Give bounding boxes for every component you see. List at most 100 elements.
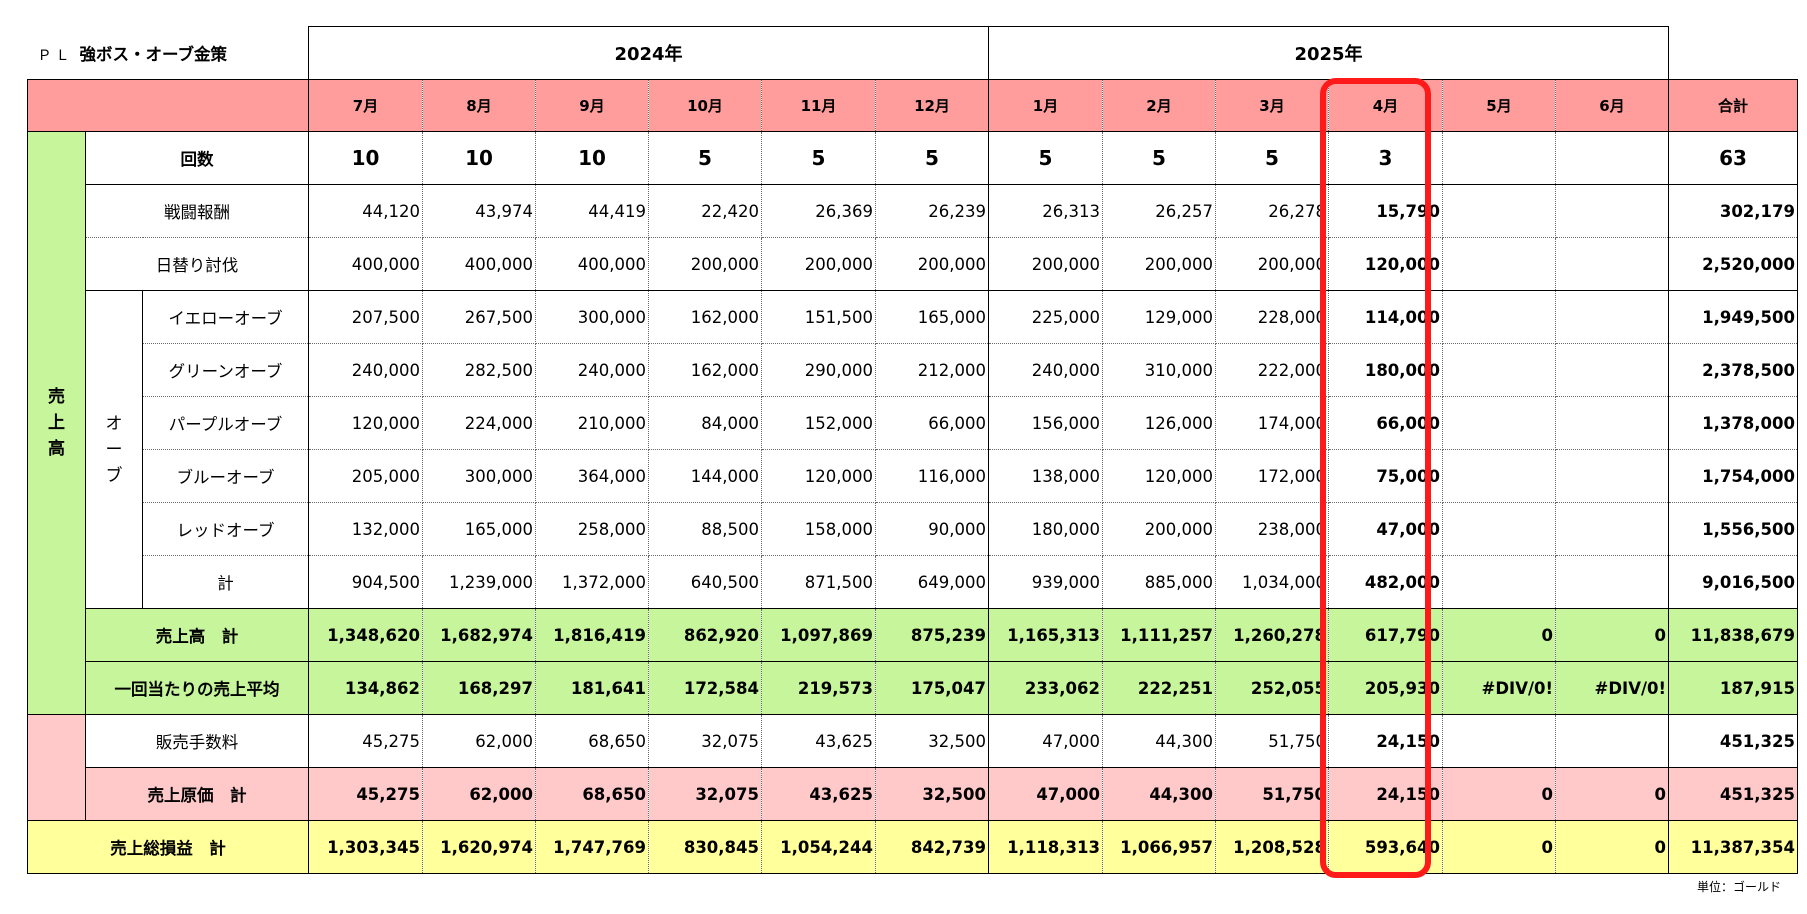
avg-total: 187,915 (1668, 661, 1798, 715)
battle-value: 26,313 (988, 184, 1103, 238)
month-header: 7月 (308, 79, 423, 132)
fee-value (1555, 714, 1669, 768)
month-header: 10月 (648, 79, 762, 132)
month-header: 1月 (988, 79, 1103, 132)
count-value: 10 (422, 131, 536, 185)
avg-value: 134,862 (308, 661, 423, 715)
table-title: ＰＬ 強ボス・オーブ金策 (28, 27, 309, 80)
year-2025: 2025年 (988, 26, 1669, 80)
gross-value: 593,640 (1328, 820, 1443, 874)
fee-value: 43,625 (761, 714, 876, 768)
count-value (1442, 131, 1556, 185)
orb_total-value: 640,500 (648, 555, 762, 609)
avg-value: 168,297 (422, 661, 536, 715)
blue-value: 364,000 (535, 449, 649, 503)
battle-value (1442, 184, 1556, 238)
green-value (1555, 343, 1669, 397)
purple-value: 156,000 (988, 396, 1103, 450)
green-value: 222,000 (1215, 343, 1329, 397)
green-value: 240,000 (535, 343, 649, 397)
cogs-value: 45,275 (308, 767, 423, 821)
yellow-value: 114,000 (1328, 290, 1443, 344)
daily-value: 200,000 (648, 237, 762, 291)
row-label-green: グリーンオーブ (142, 343, 309, 397)
sales_total-value: 1,348,620 (308, 608, 423, 662)
year-2024: 2024年 (308, 26, 989, 80)
cogs-value: 32,500 (875, 767, 989, 821)
group-char: ー (105, 439, 123, 460)
yellow-value: 151,500 (761, 290, 876, 344)
purple-value: 210,000 (535, 396, 649, 450)
purple-total: 1,378,000 (1668, 396, 1798, 450)
sales_total-value: 1,165,313 (988, 608, 1103, 662)
yellow-value: 267,500 (422, 290, 536, 344)
blue-value (1555, 449, 1669, 503)
gross-value: 830,845 (648, 820, 762, 874)
group-char: ブ (105, 465, 123, 486)
green-value: 162,000 (648, 343, 762, 397)
gross-value: 1,054,244 (761, 820, 876, 874)
orb_total-value: 904,500 (308, 555, 423, 609)
blue-total: 1,754,000 (1668, 449, 1798, 503)
blue-value: 120,000 (1102, 449, 1216, 503)
green-value (1442, 343, 1556, 397)
green-value: 290,000 (761, 343, 876, 397)
orb_total-value (1555, 555, 1669, 609)
daily-value: 400,000 (308, 237, 423, 291)
cogs-value: 62,000 (422, 767, 536, 821)
cogs-value: 68,650 (535, 767, 649, 821)
orb_total-value (1442, 555, 1556, 609)
count-value: 10 (535, 131, 649, 185)
purple-value: 126,000 (1102, 396, 1216, 450)
sales_total-total: 11,838,679 (1668, 608, 1798, 662)
gross-value: 1,066,957 (1102, 820, 1216, 874)
avg-value: 172,584 (648, 661, 762, 715)
sales_total-value: 1,260,278 (1215, 608, 1329, 662)
avg-value: 219,573 (761, 661, 876, 715)
fee-value: 47,000 (988, 714, 1103, 768)
yellow-value: 165,000 (875, 290, 989, 344)
gross-value: 1,303,345 (308, 820, 423, 874)
yellow-value: 129,000 (1102, 290, 1216, 344)
purple-value (1555, 396, 1669, 450)
sales_total-value: 1,816,419 (535, 608, 649, 662)
cogs-value: 44,300 (1102, 767, 1216, 821)
cogs-total: 451,325 (1668, 767, 1798, 821)
avg-value: 222,251 (1102, 661, 1216, 715)
purple-value: 66,000 (875, 396, 989, 450)
battle-value (1555, 184, 1669, 238)
unit-note: 単位：ゴールド (1696, 880, 1781, 894)
group-char: 売 (48, 387, 65, 407)
header-blank (27, 79, 309, 132)
purple-value: 174,000 (1215, 396, 1329, 450)
cogs-value: 51,750 (1215, 767, 1329, 821)
daily-value: 200,000 (1102, 237, 1216, 291)
month-header: 11月 (761, 79, 876, 132)
red-value: 258,000 (535, 502, 649, 556)
fee-value: 32,500 (875, 714, 989, 768)
red-value: 90,000 (875, 502, 989, 556)
daily-value (1442, 237, 1556, 291)
group-label-orb: オーブ (85, 290, 143, 609)
blue-value: 116,000 (875, 449, 989, 503)
row-label-average: 一回当たりの売上平均 (85, 661, 309, 715)
daily-value: 400,000 (535, 237, 649, 291)
group-char: オ (105, 413, 123, 434)
count-value (1555, 131, 1669, 185)
title-prefix: ＰＬ (37, 47, 74, 64)
battle-value: 44,419 (535, 184, 649, 238)
pl-table: ＰＬ 強ボス・オーブ金策 2024年 2025年 7月 8月 9月 10月 11月 12月 1月 2月… (27, 26, 1798, 874)
cogs-value: 43,625 (761, 767, 876, 821)
gross-value: 1,118,313 (988, 820, 1103, 874)
yellow-value: 162,000 (648, 290, 762, 344)
cogs-value: 24,150 (1328, 767, 1443, 821)
row-label-daily: 日替り討伐 (85, 237, 309, 291)
fee-value (1442, 714, 1556, 768)
green-value: 282,500 (422, 343, 536, 397)
row-label-red: レッドオーブ (142, 502, 309, 556)
orb_total-value: 649,000 (875, 555, 989, 609)
month-header: 8月 (422, 79, 536, 132)
battle-value: 43,974 (422, 184, 536, 238)
month-header: 5月 (1442, 79, 1556, 132)
row-label-battle: 戦闘報酬 (85, 184, 309, 238)
